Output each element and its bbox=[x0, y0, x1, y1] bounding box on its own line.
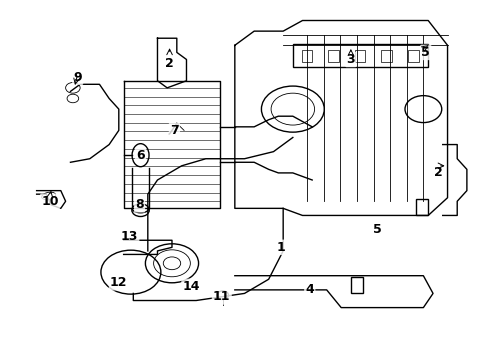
Bar bbox=[415, 199, 427, 215]
Bar bbox=[407, 50, 418, 62]
Text: 4: 4 bbox=[305, 283, 313, 296]
Text: 2: 2 bbox=[165, 57, 174, 69]
Text: 14: 14 bbox=[182, 280, 200, 293]
Text: 6: 6 bbox=[136, 149, 144, 162]
Text: 2: 2 bbox=[433, 166, 441, 179]
Bar bbox=[350, 278, 362, 293]
Text: 12: 12 bbox=[110, 276, 127, 289]
Bar bbox=[327, 50, 338, 62]
Text: 7: 7 bbox=[170, 124, 179, 137]
Text: 1: 1 bbox=[276, 241, 285, 254]
Bar bbox=[292, 44, 427, 67]
Text: 5: 5 bbox=[421, 46, 429, 59]
Text: 5: 5 bbox=[372, 223, 381, 236]
Bar bbox=[354, 50, 365, 62]
Text: 10: 10 bbox=[41, 195, 59, 208]
Text: 8: 8 bbox=[135, 198, 143, 211]
Bar bbox=[301, 50, 311, 62]
Text: 13: 13 bbox=[121, 230, 138, 243]
Text: 11: 11 bbox=[213, 291, 230, 303]
Text: 9: 9 bbox=[73, 71, 82, 84]
Bar bbox=[381, 50, 391, 62]
Text: 3: 3 bbox=[346, 53, 354, 66]
